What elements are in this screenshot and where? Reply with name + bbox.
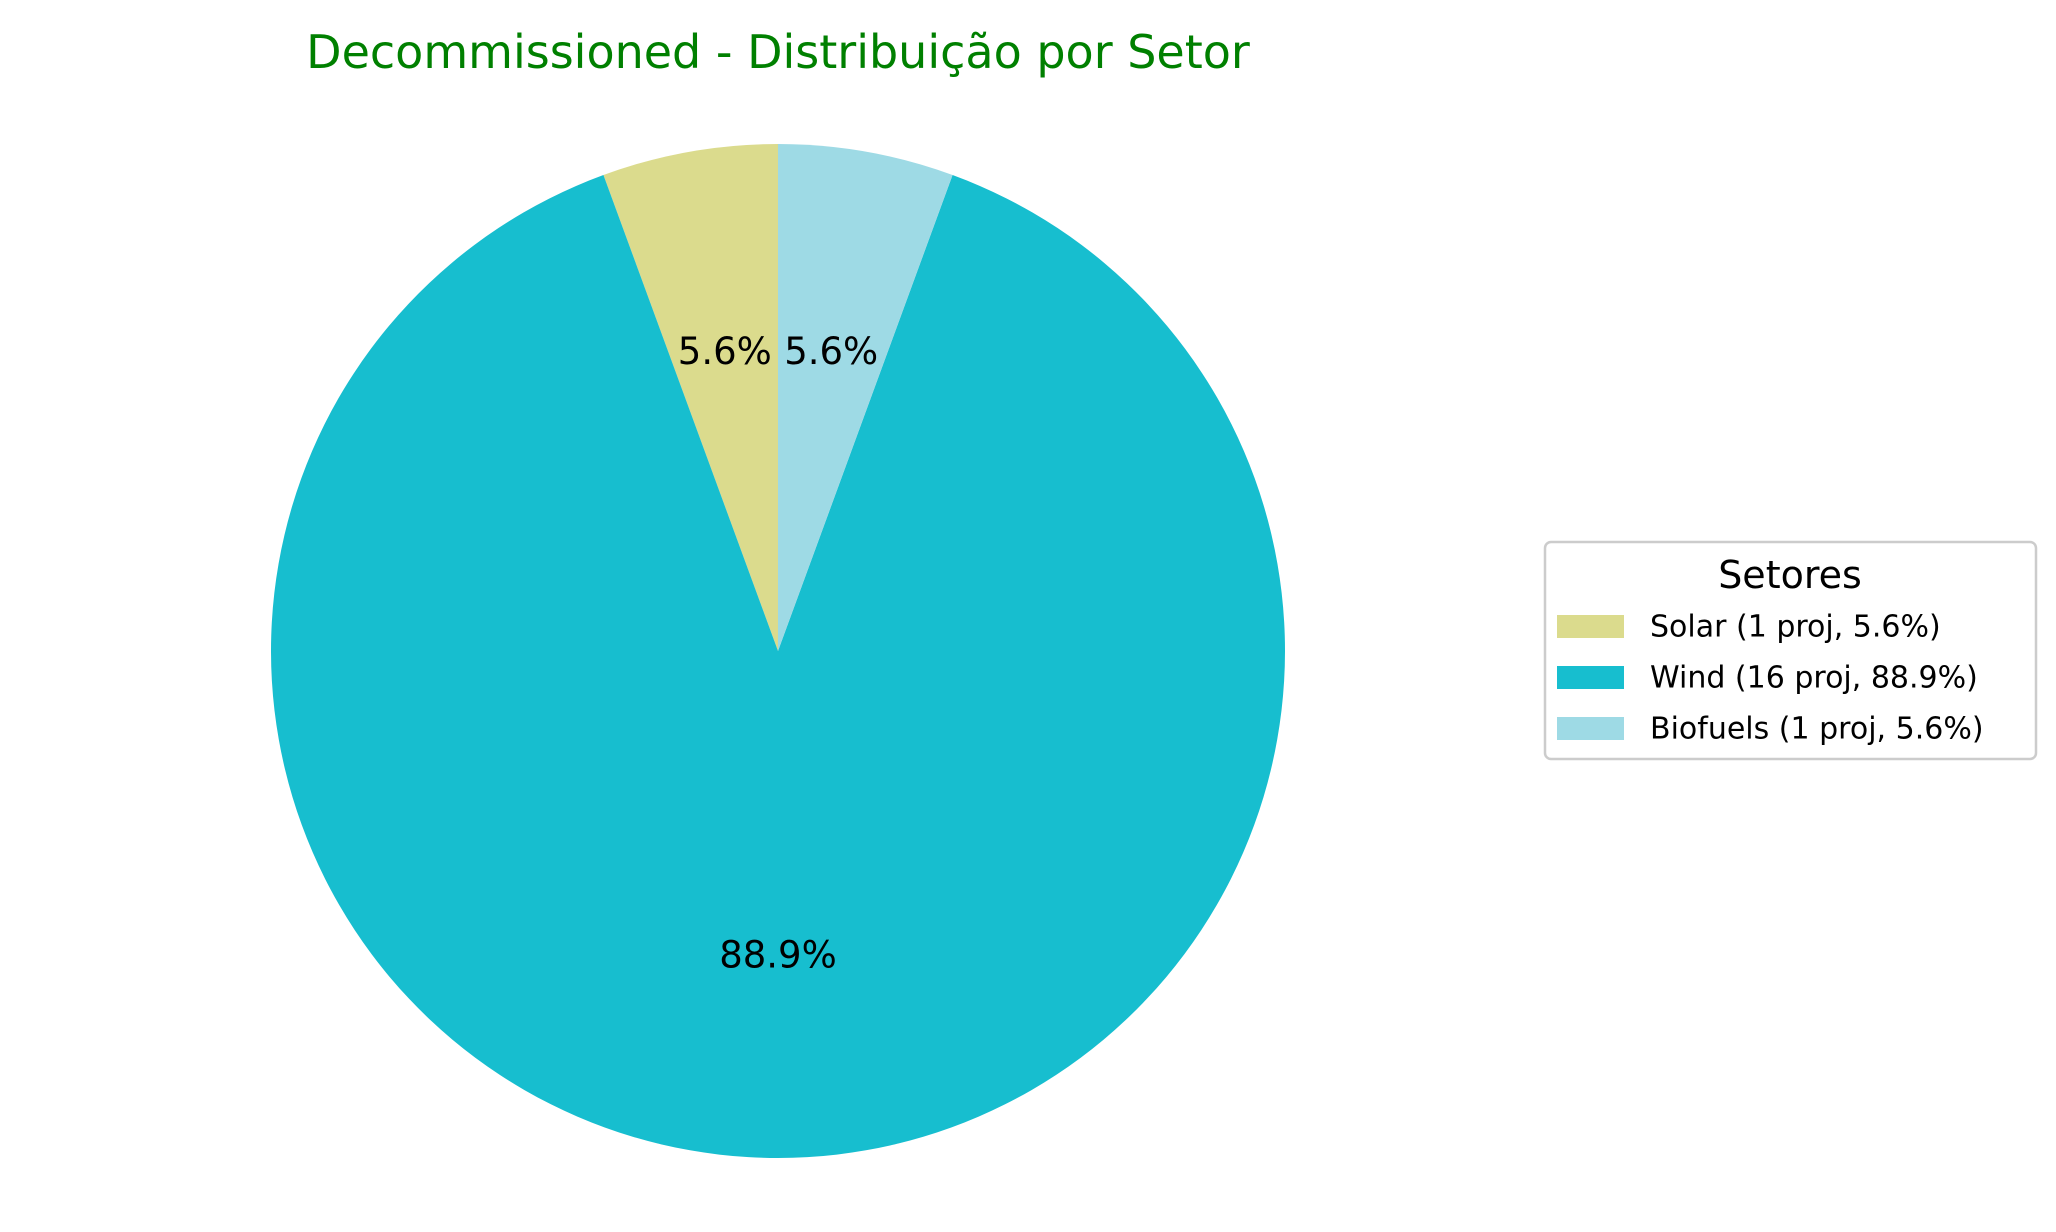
legend-swatch-wind [1557,666,1624,689]
legend-label-wind: Wind (16 proj, 88.9%) [1650,661,1978,696]
legend-label-solar: Solar (1 proj, 5.6%) [1650,610,1941,645]
legend: Setores Solar (1 proj, 5.6%) Wind (16 pro… [1543,540,2038,761]
percent-label-wind: 88.9% [719,934,837,977]
chart-title: Decommissioned - Distribuição por Setor [306,25,1250,79]
pie-slice-wind [271,175,1285,1158]
legend-title: Setores [1718,553,1862,597]
pie-slices [271,144,1285,1158]
percent-labels: 5.6% 88.9% 5.6% [678,330,878,977]
legend-label-biofuels: Biofuels (1 proj, 5.6%) [1650,712,1984,747]
legend-swatch-solar [1557,615,1624,638]
legend-items: Solar (1 proj, 5.6%) Wind (16 proj, 88.9%… [1557,610,1984,747]
pie-slice-biofuels [778,144,953,651]
legend-frame [1543,540,2038,761]
percent-label-biofuels: 5.6% [784,330,878,373]
pie-slice-solar [603,144,778,651]
percent-label-solar: 5.6% [678,330,772,373]
legend-swatch-biofuels [1557,717,1624,740]
